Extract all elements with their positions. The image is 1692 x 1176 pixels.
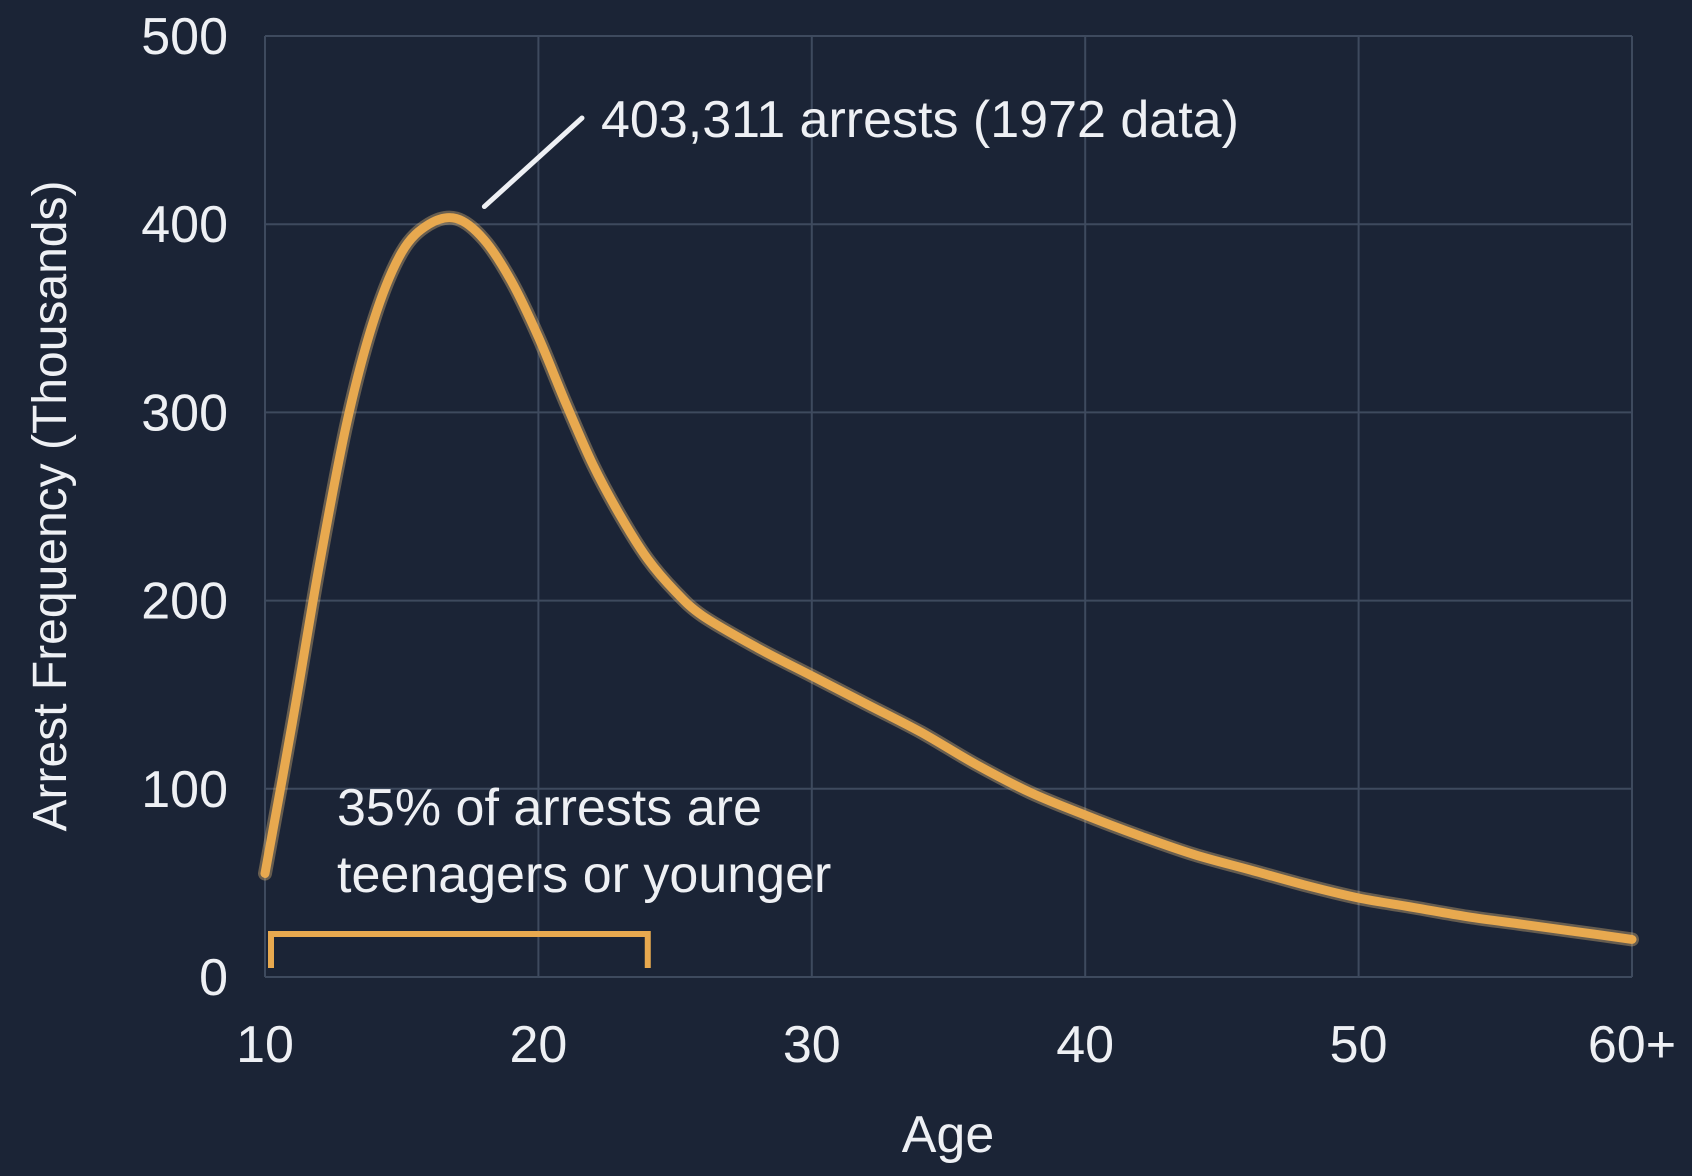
x-axis-label: Age <box>902 1106 995 1164</box>
x-tick-label-2: 30 <box>783 1016 841 1074</box>
x-tick-label-0: 10 <box>236 1016 294 1074</box>
teen-annotation-line-0: 35% of arrests are <box>337 779 762 837</box>
teen-range-bracket <box>268 931 651 968</box>
y-tick-label-4: 400 <box>141 196 228 254</box>
series-line-group <box>258 210 1639 947</box>
y-tick-label-1: 100 <box>141 761 228 819</box>
grid-lines <box>264 35 1633 978</box>
y-tick-label-5: 500 <box>141 8 228 66</box>
y-axis-label: Arrest Frequency (Thousands) <box>24 181 77 832</box>
x-tick-label-5: 60+ <box>1588 1016 1676 1074</box>
y-tick-label-2: 200 <box>141 573 228 631</box>
series-line <box>260 213 1637 944</box>
y-tick-label-3: 300 <box>141 384 228 442</box>
annotations: 403,311 arrests (1972 data) 35% of arrest… <box>268 91 1239 968</box>
peak-callout-line <box>481 115 585 210</box>
x-tick-label-3: 40 <box>1056 1016 1114 1074</box>
peak-annotation-label: 403,311 arrests (1972 data) <box>601 91 1239 149</box>
x-tick-label-4: 50 <box>1330 1016 1388 1074</box>
tick-labels: 10 20 30 40 50 60+ 0 100 200 300 400 500 <box>141 8 1676 1074</box>
x-tick-label-1: 20 <box>509 1016 567 1074</box>
teen-annotation-line-1: teenagers or younger <box>337 846 831 904</box>
y-tick-label-0: 0 <box>199 949 228 1007</box>
